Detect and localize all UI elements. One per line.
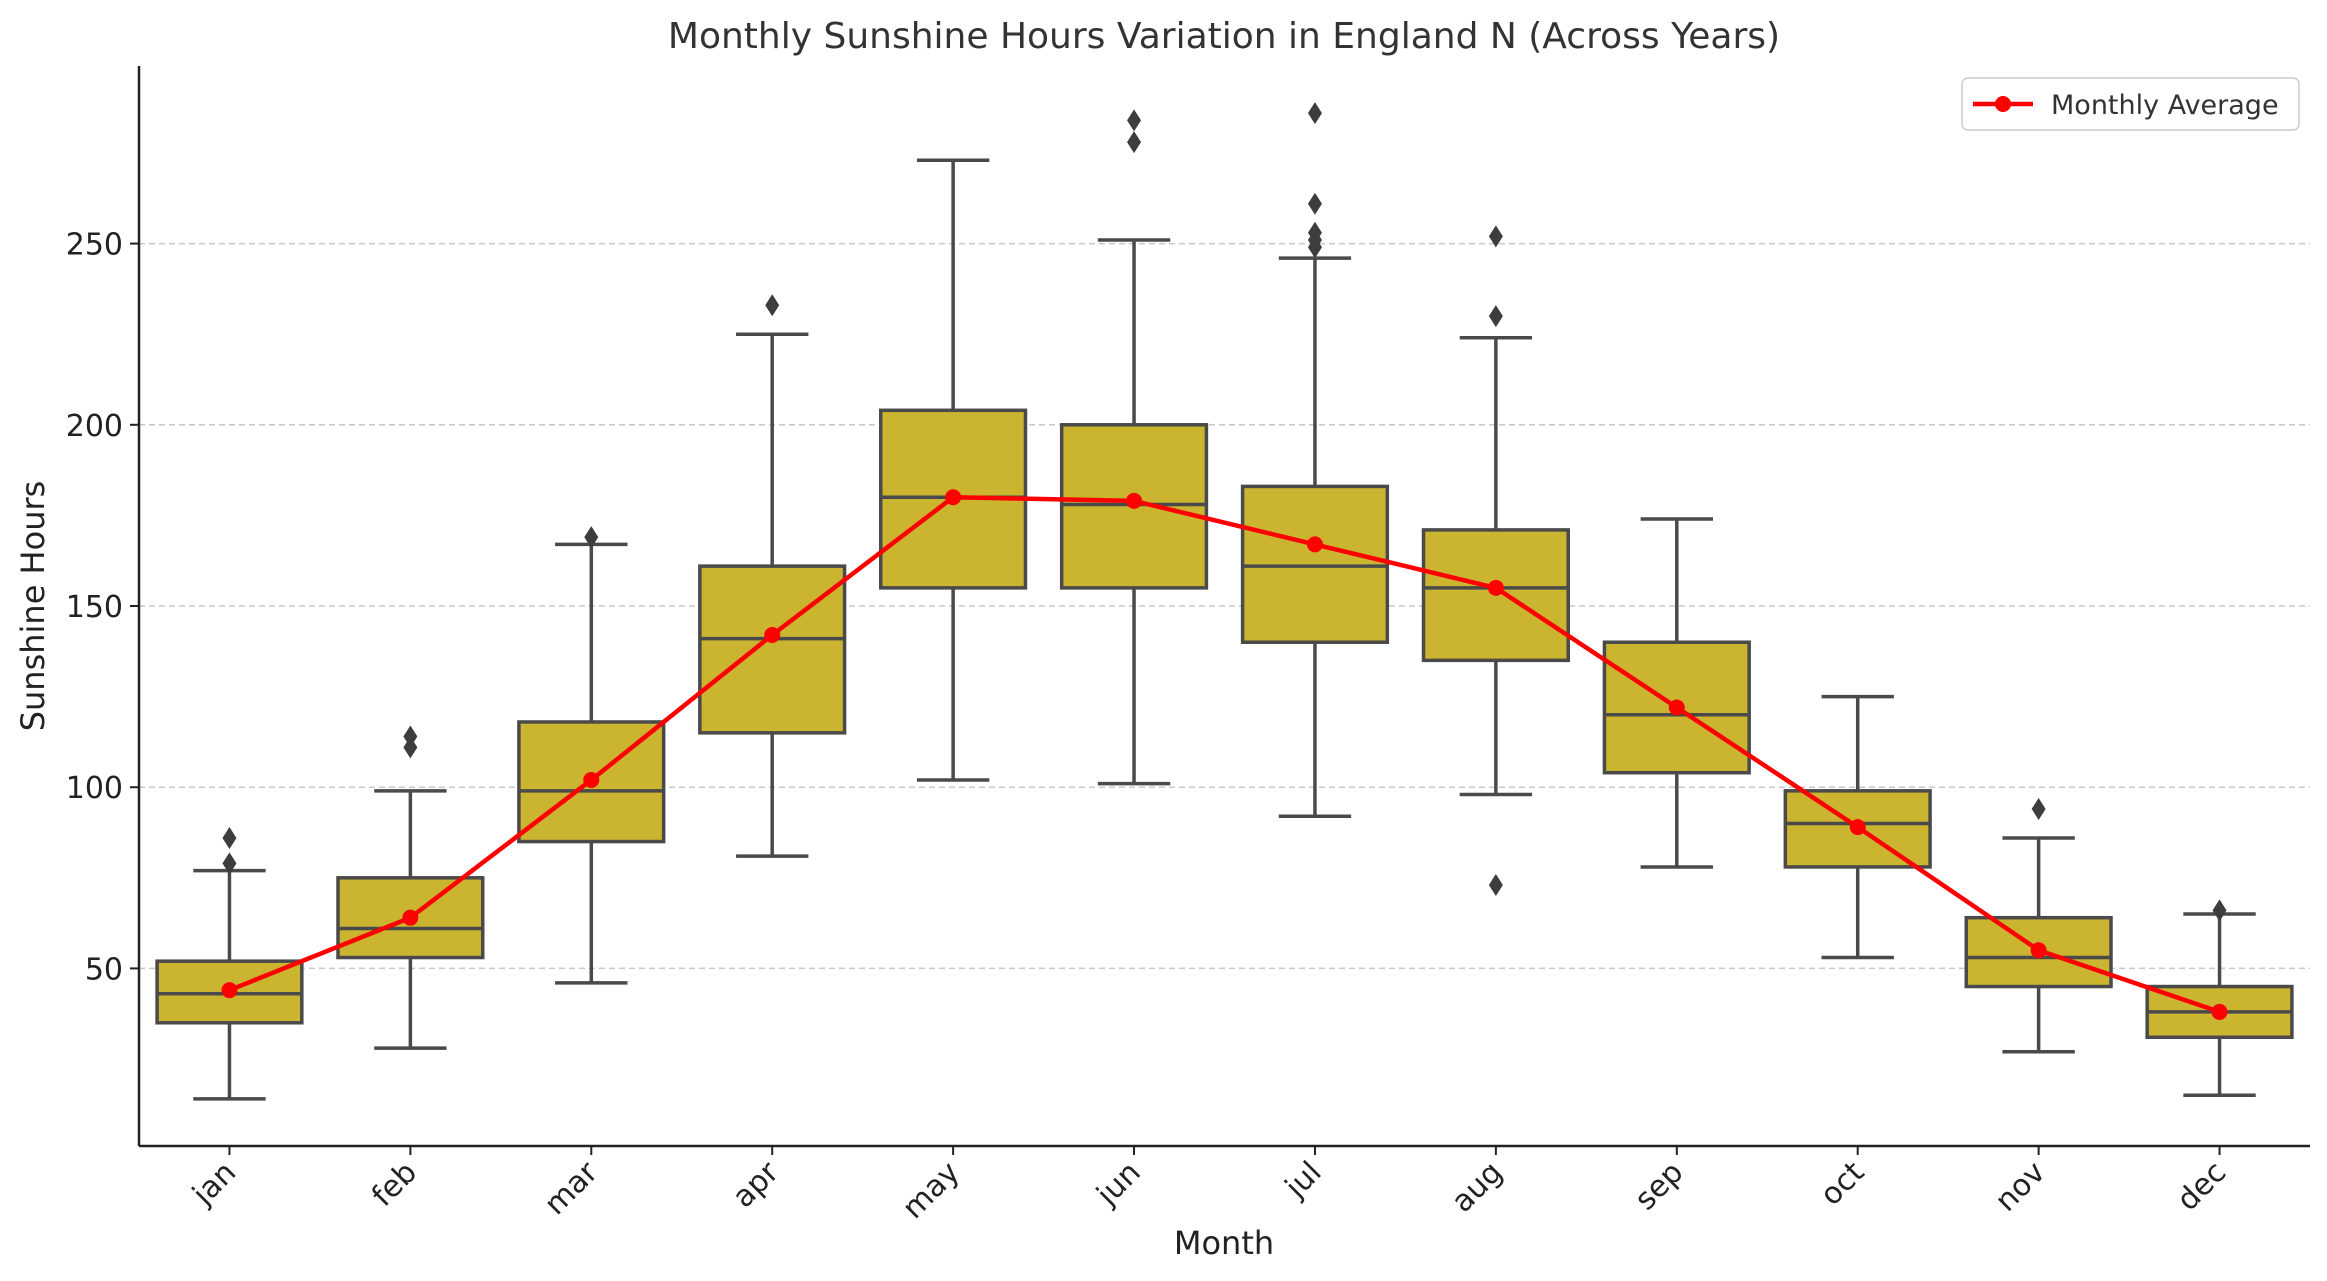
outlier-jan-1	[222, 826, 237, 849]
y-tick-label-50: 50	[85, 952, 123, 987]
y-tick-label-150: 150	[66, 590, 123, 625]
outlier-jun-1	[1127, 109, 1142, 132]
y-axis-label: Sunshine Hours	[14, 481, 52, 732]
iqr-box-apr	[698, 564, 847, 735]
legend-frame	[1961, 77, 2300, 131]
average-point-feb	[402, 909, 419, 926]
iqr-box-jul	[1240, 484, 1390, 644]
grid-lines	[139, 242, 2310, 970]
average-line	[228, 495, 2221, 1015]
outlier-jan-0	[222, 852, 237, 875]
box-jul	[1240, 102, 1390, 818]
outlier-dec-0	[2212, 899, 2227, 922]
average-point-sep	[1668, 699, 1685, 716]
average-point-nov	[2030, 942, 2047, 959]
average-point-apr	[764, 626, 781, 643]
outlier-jul-3	[1307, 192, 1322, 215]
average-point-jan	[221, 982, 238, 999]
outlier-nov-0	[2031, 797, 2046, 820]
legend: Monthly Average	[1961, 77, 2300, 131]
outlier-jun-0	[1127, 131, 1142, 154]
average-point-aug	[1487, 579, 1504, 596]
y-tick-label-200: 200	[66, 409, 123, 444]
monthly-average-series	[221, 489, 2228, 1020]
chart-title: Monthly Sunshine Hours Variation in Engl…	[668, 16, 1780, 57]
outlier-apr-0	[765, 294, 780, 317]
average-point-oct	[1849, 819, 1866, 836]
y-tick-label-100: 100	[66, 771, 123, 806]
average-point-jul	[1306, 536, 1323, 553]
y-ticks: 50 100 150 200 250	[66, 228, 139, 987]
outlier-aug-1	[1488, 305, 1503, 328]
average-point-may	[945, 489, 962, 506]
legend-label: Monthly Average	[2051, 90, 2279, 121]
outlier-jul-4	[1307, 102, 1322, 125]
x-axis-label: Month	[1174, 1224, 1274, 1262]
box-apr	[698, 294, 847, 858]
outlier-feb-1	[403, 725, 418, 748]
outlier-aug-0	[1488, 874, 1503, 897]
average-point-mar	[583, 771, 600, 788]
average-point-jun	[1126, 492, 1143, 509]
y-tick-label-250: 250	[66, 228, 123, 263]
average-point-dec	[2211, 1003, 2228, 1020]
legend-marker-sample	[1995, 96, 2011, 112]
outlier-jul-2	[1307, 221, 1322, 244]
outlier-mar-0	[584, 526, 599, 549]
outlier-aug-2	[1488, 225, 1503, 248]
